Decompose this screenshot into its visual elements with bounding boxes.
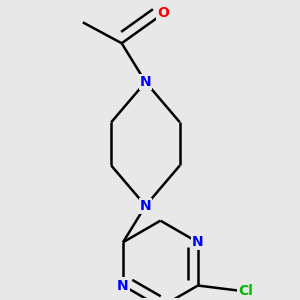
Text: N: N (140, 75, 151, 89)
Text: N: N (117, 278, 129, 292)
Text: O: O (158, 6, 169, 20)
Text: N: N (140, 199, 151, 213)
Text: N: N (192, 235, 204, 249)
Text: Cl: Cl (238, 284, 253, 298)
